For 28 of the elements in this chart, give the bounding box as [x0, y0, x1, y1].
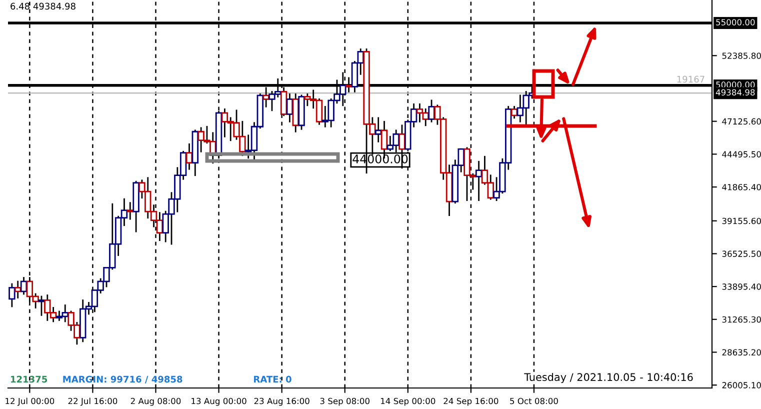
y-tick-label: 39155.60	[722, 218, 761, 224]
x-tick-label: 5 Oct 08:00	[510, 398, 558, 404]
x-tick-label: 2 Aug 08:00	[130, 398, 181, 406]
y-tick-label: 41865.40	[722, 184, 761, 190]
y-tick-label: 44495.50	[722, 151, 761, 158]
y-tick-label: 36525.50	[722, 250, 761, 257]
x-tick-label: 22 Jul 16:00	[68, 398, 118, 406]
ref-line-label: 49384.98	[716, 89, 755, 96]
x-tick-label: 12 Jul 00:00	[6, 398, 54, 406]
x-tick-label: 13 Aug 00:00	[192, 398, 246, 406]
annotation: RATE: 0	[254, 376, 292, 383]
x-tick-label: 24 Sep 16:00	[444, 398, 498, 406]
annotation: MARGIN: 99716 / 49858	[63, 376, 182, 384]
annotation: Tuesday / 2021.10.05 - 10:40:16	[524, 372, 693, 384]
y-tick-label: 28635.20	[722, 349, 761, 356]
y-tick-label: 31265.30	[722, 316, 761, 323]
x-tick-label: 3 Sep 08:00	[320, 398, 370, 406]
y-tick-label: 26005.10	[722, 382, 761, 388]
y-tick-label: 47125.60	[722, 118, 761, 125]
annotation: 6.48 49384.98	[10, 2, 76, 10]
x-tick-label: 23 Aug 16:00	[254, 398, 310, 406]
annotation: 121375	[10, 376, 48, 383]
y-tick-label: 33895.40	[722, 284, 761, 290]
x-tick-label: 14 Sep 00:00	[380, 398, 436, 406]
y-tick-label: 52385.80	[722, 52, 761, 59]
ref-line-label: 50000.00	[716, 82, 755, 88]
ref-line-label: 55000.00	[716, 19, 755, 26]
annotation: 19167	[677, 76, 704, 83]
